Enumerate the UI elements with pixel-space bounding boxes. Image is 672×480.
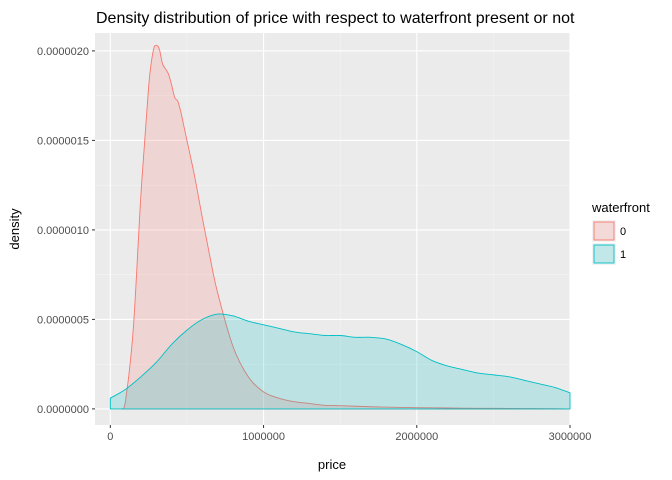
y-axis-title: density <box>7 208 22 250</box>
legend-key-bg-1 <box>592 243 616 265</box>
density-area-series-1 <box>109 313 571 410</box>
chart-title: Density distribution of price with respe… <box>96 10 575 27</box>
x-tick-label: 2000000 <box>395 431 438 443</box>
y-axis-ticks: 0.0000000 0.0000005 0.0000010 0.0000015 0.00… <box>37 46 95 416</box>
legend-key-0 <box>593 221 615 241</box>
x-axis-ticks: 0 1000000 2000000 3000000 <box>107 425 591 443</box>
density-areas <box>109 45 571 410</box>
legend-key-bg-0 <box>592 220 616 242</box>
major-gridlines <box>95 33 571 425</box>
legend-title: waterfront <box>591 200 650 215</box>
y-tick-label: 0.0000020 <box>37 46 89 58</box>
x-tick-label: 0 <box>107 431 113 443</box>
minor-gridlines <box>95 33 570 425</box>
x-axis-title: price <box>318 457 346 472</box>
y-tick-label: 0.0000005 <box>37 314 89 326</box>
y-tick-label: 0.0000015 <box>37 135 89 147</box>
y-tick-label: 0.0000000 <box>37 404 89 416</box>
x-tick-label: 3000000 <box>549 431 592 443</box>
legend-label-1: 1 <box>620 249 626 261</box>
x-tick-label: 1000000 <box>242 431 285 443</box>
y-tick-label: 0.0000010 <box>37 225 89 237</box>
plot-panel <box>95 33 570 425</box>
density-area-series-0 <box>121 45 571 410</box>
legend-label-0: 0 <box>620 226 626 238</box>
legend: waterfront 0 1 <box>591 200 650 265</box>
legend-key-1 <box>593 244 615 264</box>
